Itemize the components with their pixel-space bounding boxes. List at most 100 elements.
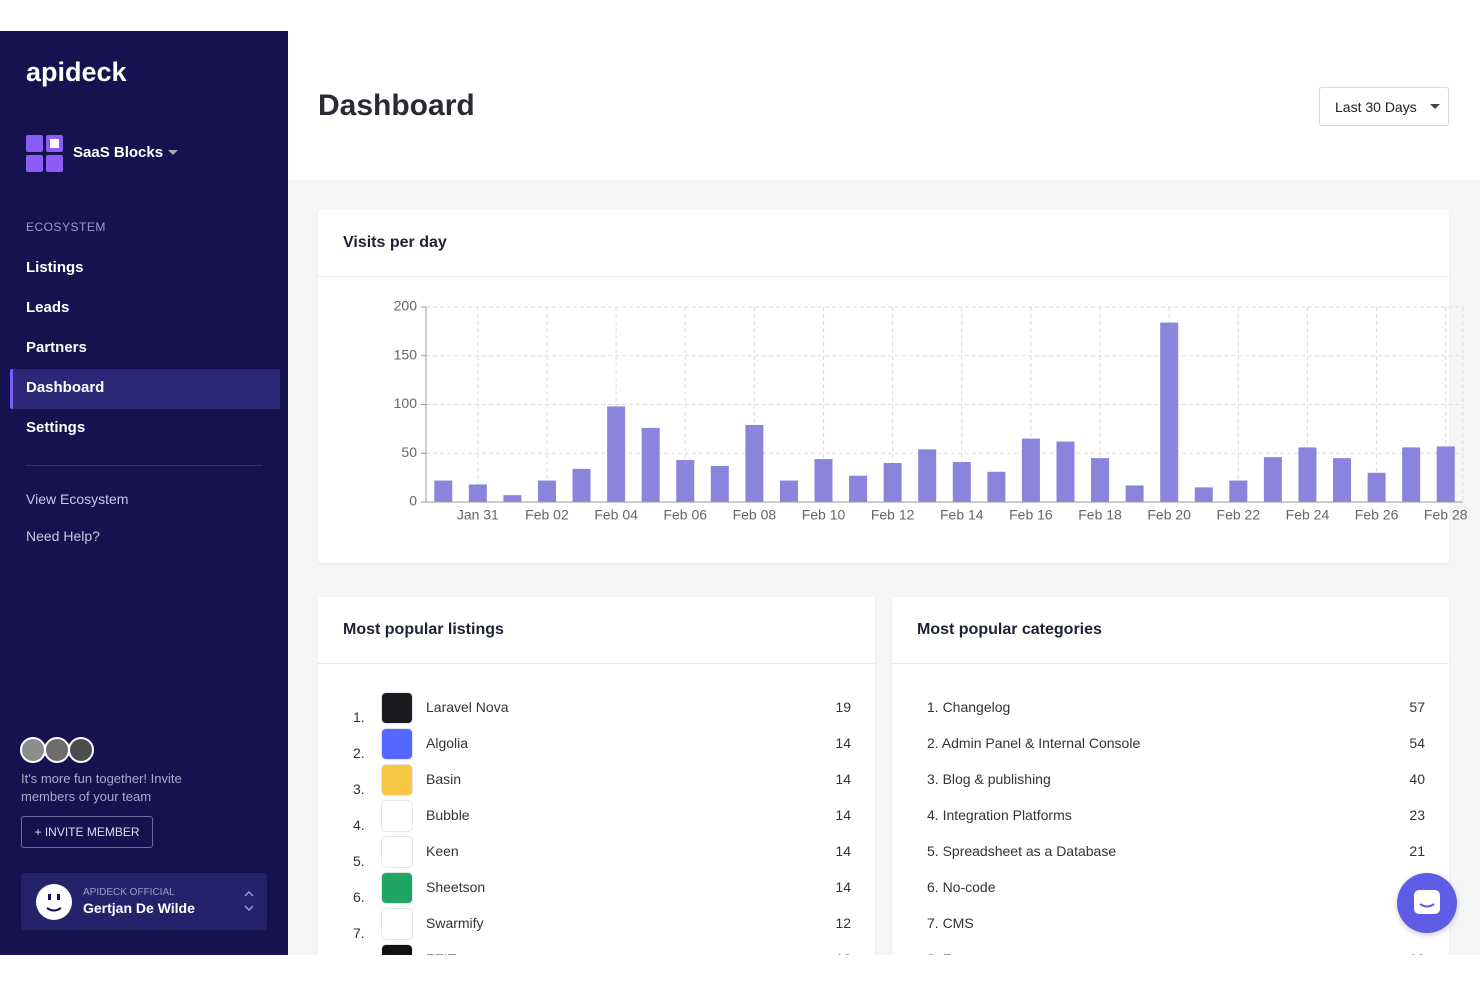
bar [1402,447,1421,502]
page-title: Dashboard [318,89,475,122]
user-role: APIDECK OFFICIAL [83,887,175,898]
x-tick-label: Feb 10 [802,507,846,523]
bar [987,471,1006,502]
bar [1367,472,1386,502]
bar [1263,457,1282,502]
nav-item[interactable]: Partners [26,339,87,356]
listing-name[interactable]: Swarmify [426,915,484,931]
user-card[interactable]: APIDECK OFFICIAL Gertjan De Wilde [21,873,267,930]
bar [1333,458,1352,502]
y-tick-label: 150 [394,346,418,362]
bar [918,449,937,502]
card-title: Most popular listings [343,621,504,638]
main: Dashboard Last 30 Days Visits per day Mo… [288,31,1480,955]
listing-name[interactable]: Algolia [426,735,469,751]
rank: 4. [353,817,365,833]
category-value: 57 [1409,699,1425,715]
card-header: Most popular listings [318,597,875,664]
category-name[interactable]: 6. No-code [927,879,996,895]
bar [710,465,729,502]
listing-icon [381,692,413,724]
nav-item[interactable]: Leads [26,299,70,316]
listing-icon [381,944,413,955]
bar [1021,438,1040,502]
listing-name[interactable]: Sheetson [426,879,486,895]
card-title: Most popular categories [917,621,1102,638]
range-label: Last 30 Days [1335,99,1417,115]
bar [607,406,626,502]
bar [468,484,487,502]
category-value: 40 [1409,771,1425,787]
bar [1056,441,1075,502]
category-name[interactable]: 1. Changelog [927,699,1011,715]
header: Dashboard Last 30 Days [288,31,1480,180]
rank: 6. [353,889,365,905]
chevrons [244,890,254,912]
listing-icon [381,800,413,832]
rank: 3. [353,781,365,797]
bar [745,424,764,502]
listing-name[interactable]: Laravel Nova [426,699,509,715]
range-select[interactable]: Last 30 Days [1319,87,1449,126]
listing-name[interactable]: Basin [426,771,462,787]
nav-item[interactable]: Listings [26,259,84,276]
listing-value: 14 [835,807,851,823]
listing-value: 14 [835,879,851,895]
link[interactable]: View Ecosystem [26,491,129,507]
category-value: 21 [1409,843,1425,859]
listing-name[interactable]: Keen [426,843,459,859]
category-name[interactable]: 8. Forms [927,951,982,955]
x-tick-label: Feb 02 [525,507,569,523]
x-tick-label: Feb 16 [1009,507,1053,523]
invite-text: It's more fun together! Invite members o… [21,771,182,804]
category-name[interactable]: 4. Integration Platforms [927,807,1072,823]
bar [537,480,556,502]
section-label: ECOSYSTEM [26,220,106,234]
y-tick-label: 100 [394,395,418,411]
y-tick-label: 200 [394,298,418,314]
categories-card: Most popular categories 1. Changelog 57 2.… [892,597,1449,955]
link[interactable]: Need Help? [26,528,100,544]
category-name[interactable]: 3. Blog & publishing [927,771,1051,787]
category-value: 23 [1409,807,1425,823]
listing-value: 14 [835,771,851,787]
listing-value: 12 [835,915,851,931]
listing-icon [381,908,413,940]
category-value: 54 [1409,735,1425,751]
chat-button[interactable] [1397,873,1457,933]
bar [1194,487,1213,502]
category-name[interactable]: 5. Spreadsheet as a Database [927,843,1117,859]
listing-value: 19 [835,699,851,715]
chart-card: Visits per day [318,210,1449,563]
bar [952,462,971,502]
bar [1436,446,1455,502]
bar [849,475,868,502]
logo[interactable]: apideck [26,57,127,87]
nav-item[interactable]: Dashboard [26,379,105,396]
listing-value: 12 [835,951,851,955]
invite-button[interactable]: + INVITE MEMBER [21,816,153,848]
listing-name[interactable]: ZEIT [426,951,456,955]
x-tick-label: Feb 26 [1355,507,1399,523]
bar [503,495,522,502]
category-name[interactable]: 7. CMS [927,915,974,931]
bar [1125,485,1144,502]
bar [641,427,660,502]
category-name[interactable]: 2. Admin Panel & Internal Console [927,735,1141,751]
bar [883,463,902,502]
listing-name[interactable]: Bubble [426,807,470,823]
rank: 5. [353,853,365,869]
y-tick-label: 50 [401,444,417,460]
x-tick-label: Feb 20 [1147,507,1191,523]
listing-value: 14 [835,843,851,859]
nav-item[interactable]: Settings [26,419,86,436]
x-tick-label: Feb 22 [1217,507,1261,523]
x-tick-label: Feb 14 [940,507,984,523]
bar [1091,458,1110,502]
listing-icon [381,836,413,868]
workspace-name[interactable]: SaaS Blocks [73,144,164,161]
chart-title: Visits per day [343,234,447,251]
bar [676,460,695,502]
listing-icon [381,728,413,760]
